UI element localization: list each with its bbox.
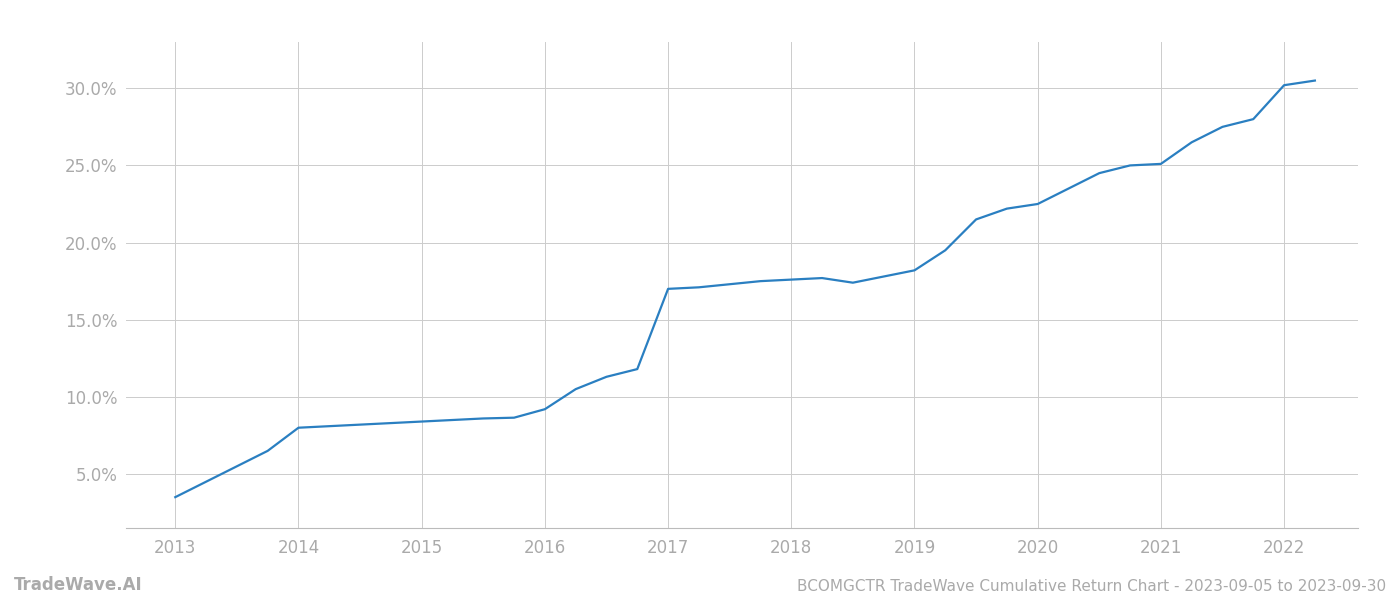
Text: TradeWave.AI: TradeWave.AI bbox=[14, 576, 143, 594]
Text: BCOMGCTR TradeWave Cumulative Return Chart - 2023-09-05 to 2023-09-30: BCOMGCTR TradeWave Cumulative Return Cha… bbox=[797, 579, 1386, 594]
